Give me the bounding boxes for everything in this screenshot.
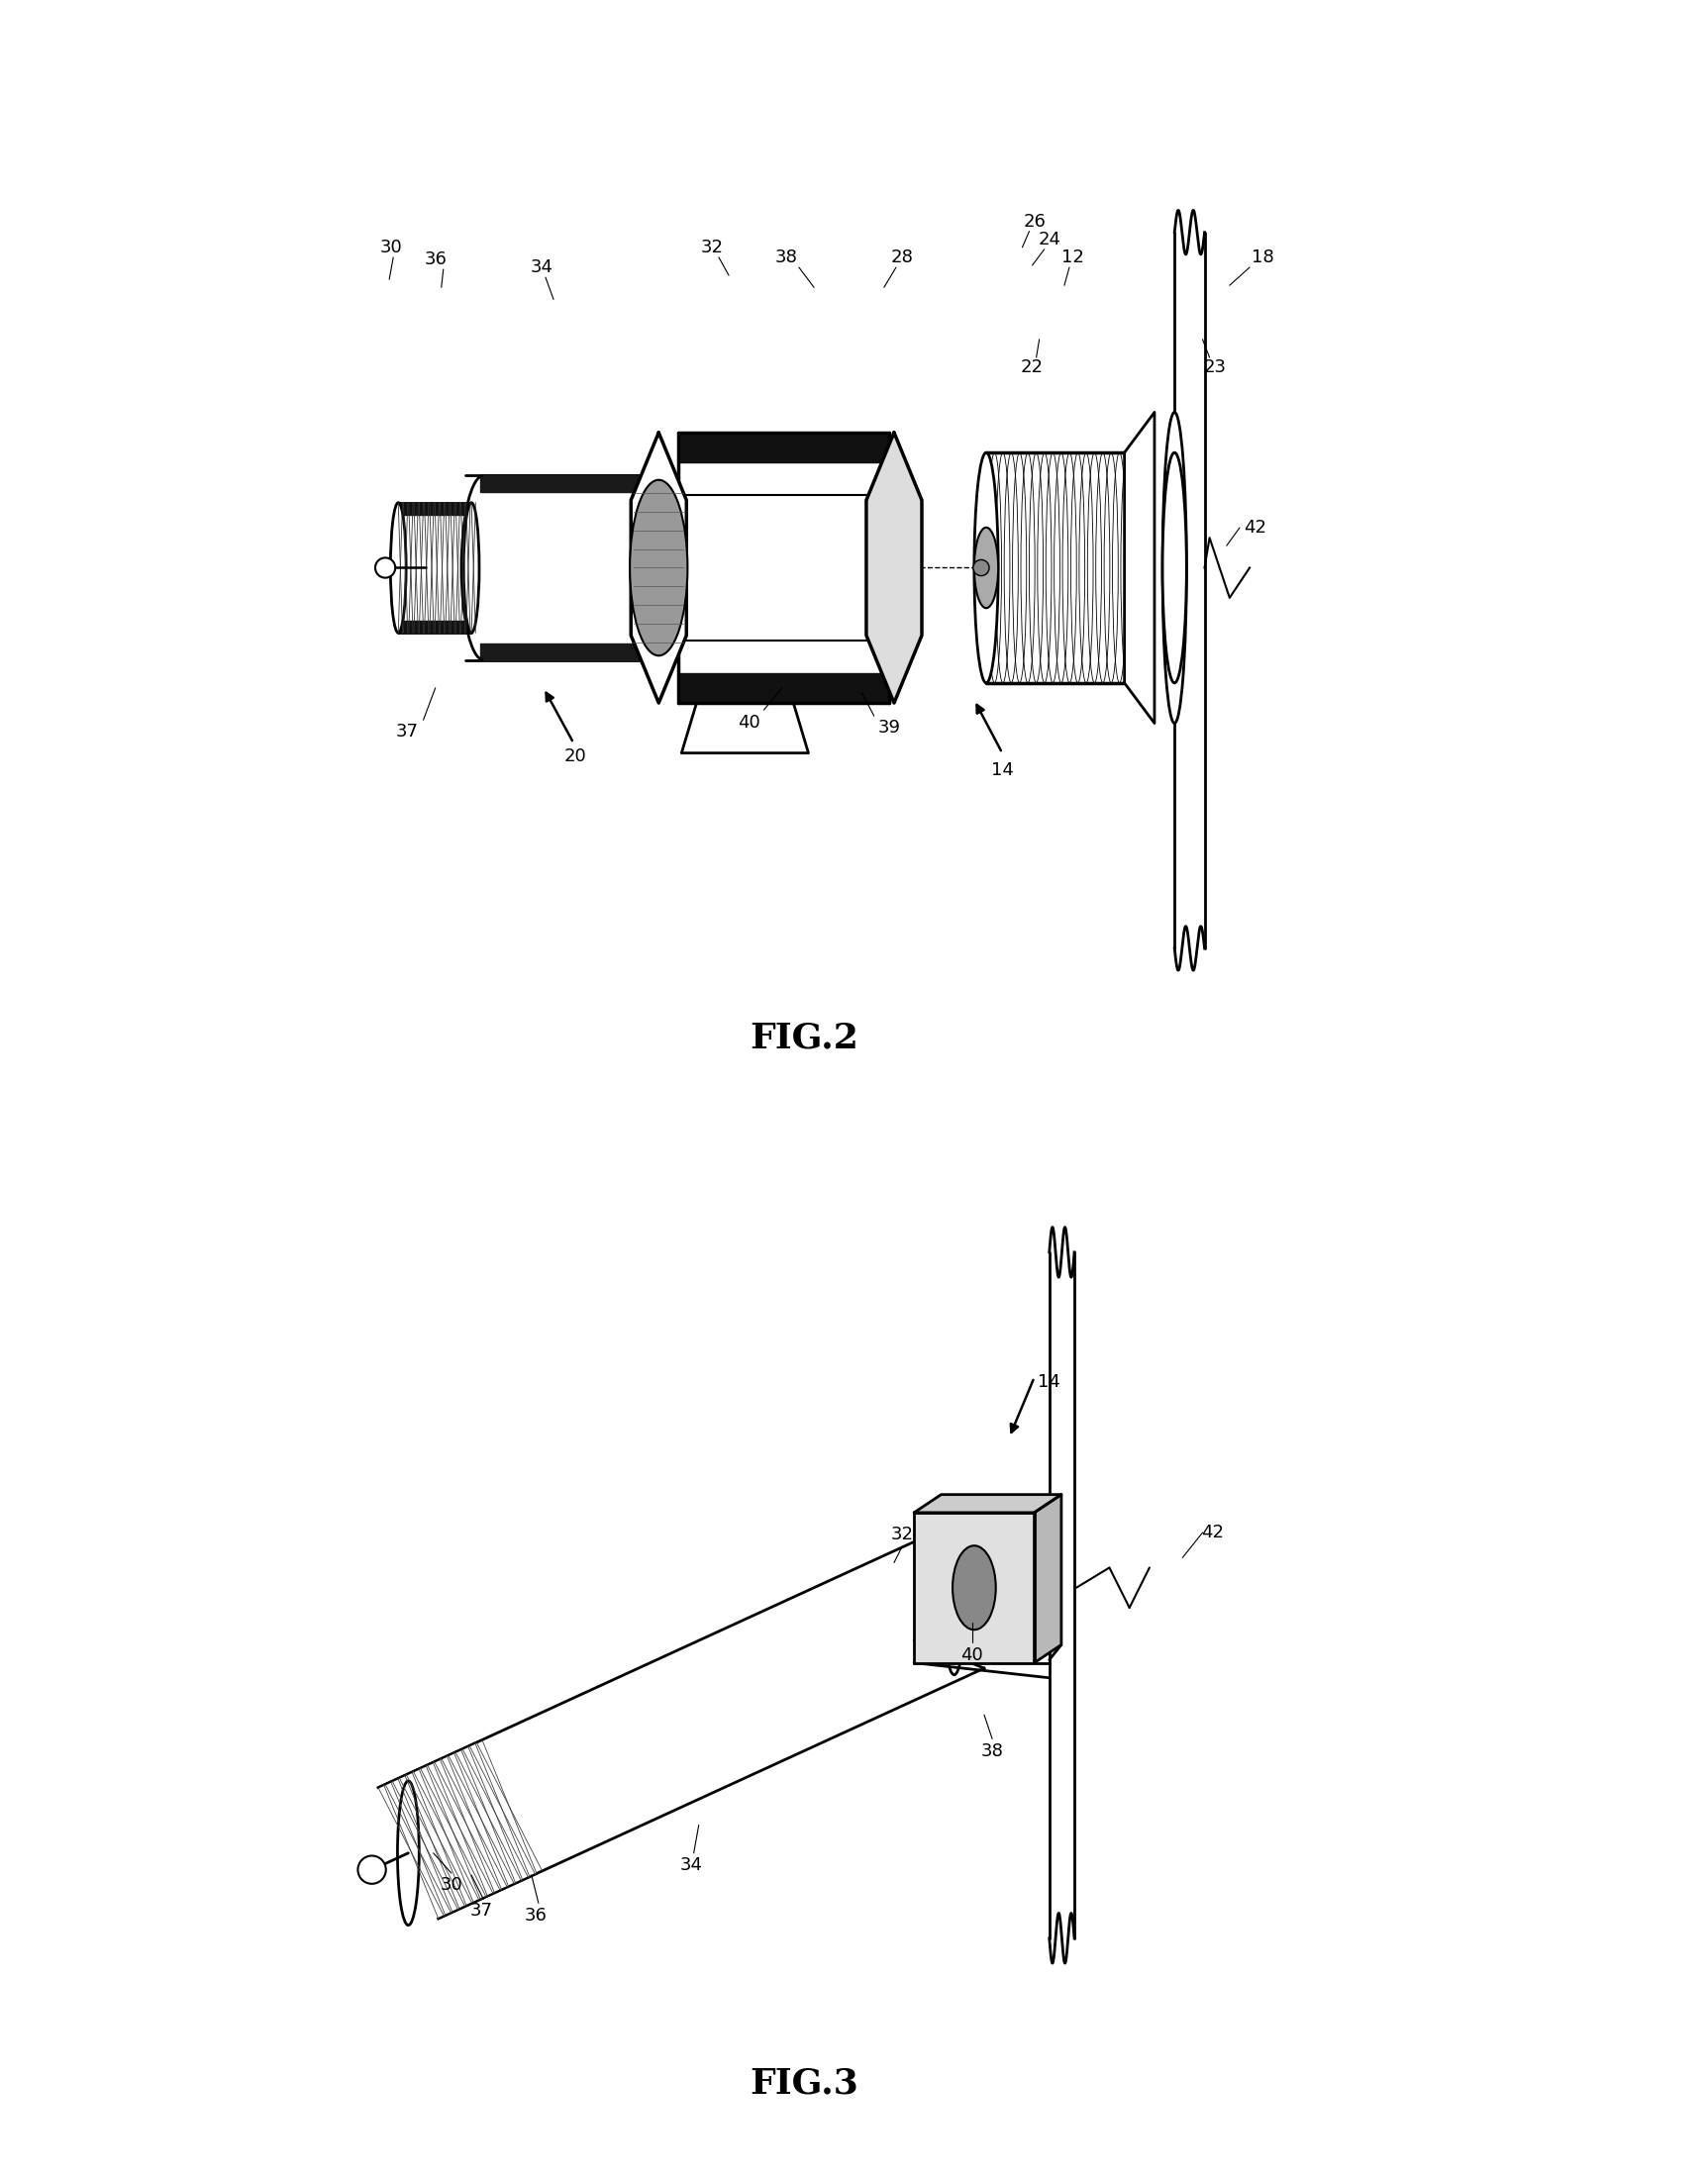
Polygon shape <box>678 433 890 703</box>
Polygon shape <box>377 1742 536 1918</box>
Text: 12: 12 <box>1061 248 1083 266</box>
Polygon shape <box>681 703 808 753</box>
Text: 38: 38 <box>774 248 798 266</box>
Text: 30: 30 <box>441 1877 463 1894</box>
Ellipse shape <box>974 527 997 607</box>
Polygon shape <box>630 433 687 703</box>
Ellipse shape <box>376 557 395 577</box>
Text: 28: 28 <box>892 248 914 266</box>
Polygon shape <box>914 1513 1035 1663</box>
Ellipse shape <box>953 1546 996 1631</box>
Text: 32: 32 <box>890 1526 914 1543</box>
Ellipse shape <box>391 503 407 634</box>
Text: 20: 20 <box>564 747 588 764</box>
Text: 18: 18 <box>1252 248 1274 266</box>
Text: 40: 40 <box>962 1646 984 1663</box>
Text: 23: 23 <box>1202 359 1226 377</box>
Text: FIG.3: FIG.3 <box>750 2066 859 2101</box>
Polygon shape <box>678 673 890 703</box>
Ellipse shape <box>943 1530 965 1674</box>
Polygon shape <box>398 503 471 634</box>
Text: 14: 14 <box>991 762 1013 779</box>
Text: 30: 30 <box>379 239 403 257</box>
Text: 42: 42 <box>1201 1524 1225 1541</box>
Text: 40: 40 <box>738 714 760 731</box>
Text: 26: 26 <box>1023 213 1045 231</box>
Text: 22: 22 <box>1021 359 1044 377</box>
Text: 24: 24 <box>1038 231 1061 248</box>
Ellipse shape <box>974 559 989 575</box>
Text: FIG.2: FIG.2 <box>750 1021 859 1056</box>
Polygon shape <box>1124 411 1155 723</box>
Ellipse shape <box>1163 453 1187 684</box>
Polygon shape <box>480 644 659 660</box>
Polygon shape <box>398 503 471 514</box>
Text: 37: 37 <box>470 1903 494 1920</box>
Text: 34: 34 <box>680 1857 704 1874</box>
Text: 34: 34 <box>529 259 553 276</box>
Text: 32: 32 <box>700 239 722 257</box>
Text: 37: 37 <box>396 723 418 740</box>
Text: 36: 36 <box>524 1907 547 1924</box>
Polygon shape <box>480 475 659 492</box>
Ellipse shape <box>463 503 480 634</box>
Ellipse shape <box>398 1781 418 1924</box>
Ellipse shape <box>359 1855 386 1883</box>
Text: 38: 38 <box>980 1742 1004 1759</box>
Text: 36: 36 <box>424 250 447 268</box>
Text: 14: 14 <box>1038 1374 1061 1391</box>
Polygon shape <box>866 433 922 703</box>
Ellipse shape <box>630 479 688 655</box>
Polygon shape <box>678 433 890 462</box>
Polygon shape <box>914 1496 1061 1513</box>
Polygon shape <box>377 1537 984 1918</box>
Ellipse shape <box>974 453 997 684</box>
Polygon shape <box>398 620 471 634</box>
Polygon shape <box>678 494 890 640</box>
Polygon shape <box>1035 1496 1061 1663</box>
Text: 42: 42 <box>1243 518 1266 536</box>
Polygon shape <box>465 475 659 660</box>
Ellipse shape <box>1163 411 1187 723</box>
Ellipse shape <box>647 475 670 660</box>
Text: 39: 39 <box>878 718 900 736</box>
